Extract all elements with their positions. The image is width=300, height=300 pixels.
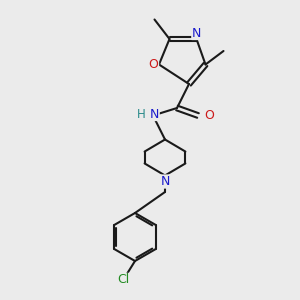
Text: N: N [150,107,159,121]
Text: N: N [192,26,201,40]
Text: Cl: Cl [118,273,130,286]
Text: O: O [205,109,214,122]
Text: O: O [149,58,158,71]
Text: H: H [137,107,146,121]
Text: N: N [160,175,170,188]
